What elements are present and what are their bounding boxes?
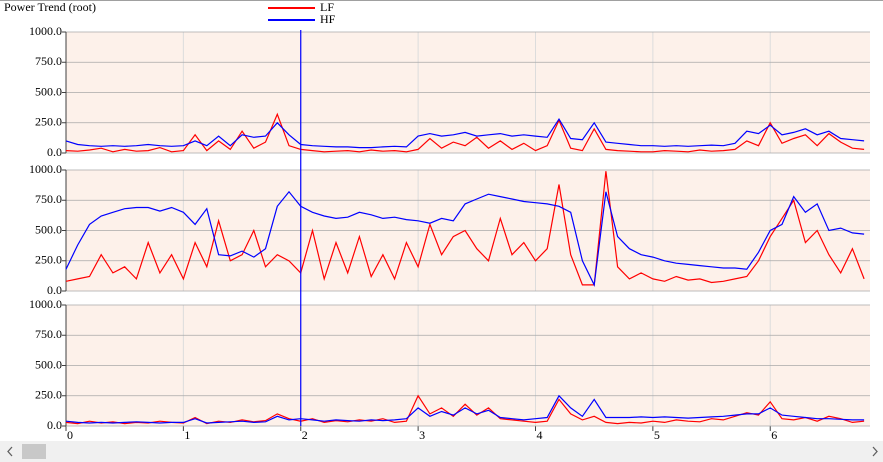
y-tick-label: 250.0 [35,253,62,267]
x-tick-label: 1 [184,428,190,442]
x-tick-label: 6 [771,428,777,442]
y-tick-label: 500.0 [35,357,62,371]
y-tick-label: 0.0 [47,418,62,432]
y-tick-label: 500.0 [35,84,62,98]
y-tick-label: 250.0 [35,388,62,402]
y-tick-label: 750.0 [35,192,62,206]
y-tick-label: 0.0 [47,283,62,297]
y-tick-label: 1000.0 [29,162,62,176]
y-tick-label: 750.0 [35,327,62,341]
series-line [65,112,865,153]
scrollbar[interactable] [0,441,883,462]
x-tick-label: 0 [67,428,73,442]
y-tick-label: 0.0 [47,145,62,159]
scroll-right[interactable] [872,446,878,457]
y-tick-label: 1000.0 [29,24,62,38]
y-tick-label: 500.0 [35,222,62,236]
series-line [65,117,865,149]
y-tick-label: 250.0 [35,115,62,129]
x-tick-label: 5 [654,428,660,442]
x-tick-label: 2 [302,428,308,442]
x-tick-label: 4 [536,428,542,442]
series-line [65,171,865,286]
y-tick-label: 1000.0 [29,297,62,311]
x-tick-label: 3 [419,428,425,442]
series-line [65,394,865,424]
y-tick-label: 750.0 [35,54,62,68]
legend-label: HF [320,12,336,26]
series-line [65,190,865,287]
chart-title: Power Trend (root) [4,0,96,14]
plots: LFHF0.0250.0500.0750.01000.00.0250.0500.… [29,0,870,442]
scroll-left[interactable] [7,446,13,457]
legend-label: LF [320,0,334,14]
scroll-thumb[interactable] [22,444,46,459]
